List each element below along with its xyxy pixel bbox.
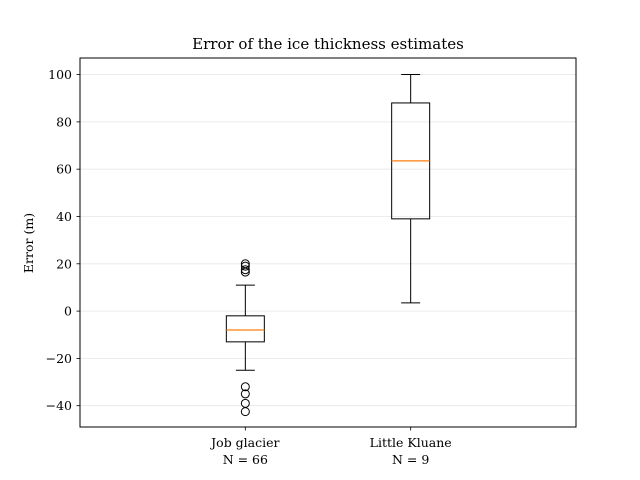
outlier-point: [240, 389, 250, 399]
y-tick-label: 40: [56, 209, 72, 224]
outlier-point: [240, 407, 250, 417]
y-tick-label: 60: [56, 162, 72, 177]
x-axis: Job glacier N = 66 Little Kluane N = 9: [209, 427, 452, 467]
outlier-point: [240, 261, 250, 271]
grid-lines: [80, 74, 576, 407]
y-tick-label: −20: [46, 351, 72, 366]
y-tick-label: 20: [56, 256, 72, 271]
outlier-point: [240, 398, 250, 408]
y-tick-label: 80: [56, 114, 72, 129]
y-axis: −40 −20 0 20 40 60 80 100: [46, 67, 80, 413]
category-count-label: N = 9: [392, 452, 429, 467]
category-label: Job glacier: [209, 435, 279, 450]
y-tick-label: 0: [64, 304, 72, 319]
outlier-point: [240, 259, 250, 269]
y-axis-label: Error (m): [21, 213, 36, 273]
box-iqr: [225, 315, 265, 343]
category-label: Little Kluane: [370, 435, 452, 450]
chart-title: Error of the ice thickness estimates: [192, 35, 464, 53]
plot-area: [225, 74, 431, 417]
outlier-point: [240, 265, 250, 275]
y-tick-label: 100: [48, 67, 72, 82]
y-tick-label: −40: [46, 398, 72, 413]
plot-frame: [79, 57, 577, 428]
outlier-point: [240, 382, 250, 392]
category-count-label: N = 66: [223, 452, 268, 467]
